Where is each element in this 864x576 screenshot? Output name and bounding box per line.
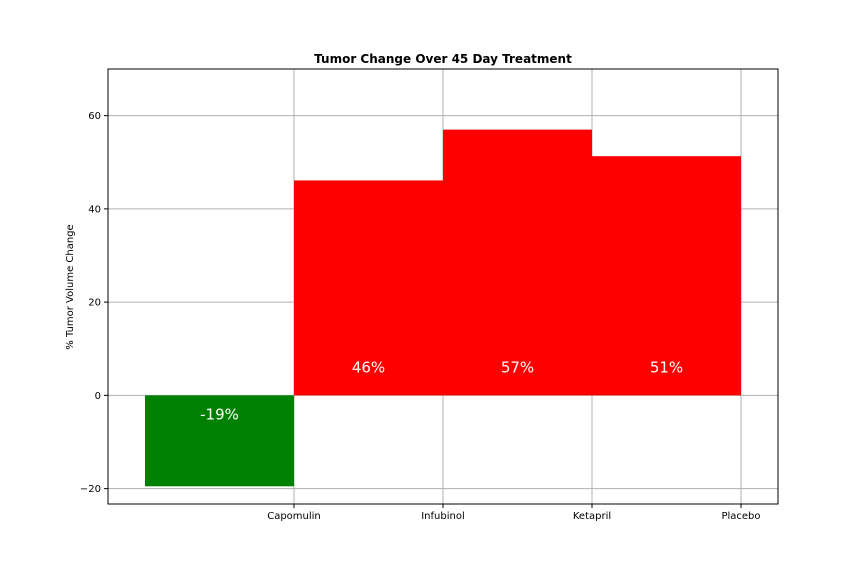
bar <box>294 180 443 396</box>
chart-title: Tumor Change Over 45 Day Treatment <box>314 52 572 66</box>
bar-data-label: 46% <box>352 358 385 376</box>
bars <box>145 129 741 487</box>
y-tick-label: 0 <box>95 391 101 402</box>
bar-data-label: -19% <box>200 405 239 423</box>
bar-data-label: 51% <box>650 358 683 376</box>
x-tick-label: Infubinol <box>421 511 465 522</box>
x-tick-label: Capomulin <box>267 511 321 522</box>
bar <box>443 129 592 396</box>
bar <box>592 156 741 396</box>
data-labels: -19% 46% 57% 51% <box>200 358 683 423</box>
bar-data-label: 57% <box>501 358 534 376</box>
x-tick-label: Placebo <box>721 511 760 522</box>
x-tick-label: Ketapril <box>573 511 611 522</box>
y-tick-label: 40 <box>88 204 101 215</box>
bar <box>145 395 294 487</box>
y-tick-label: 20 <box>88 298 101 309</box>
y-tick-label: 60 <box>88 111 101 122</box>
y-axis-label: % Tumor Volume Change <box>65 224 76 349</box>
y-tick-label: −20 <box>80 484 101 495</box>
axes: −20 0 20 40 60 Capomulin Infubinol Ketapril Plac… <box>80 111 761 522</box>
